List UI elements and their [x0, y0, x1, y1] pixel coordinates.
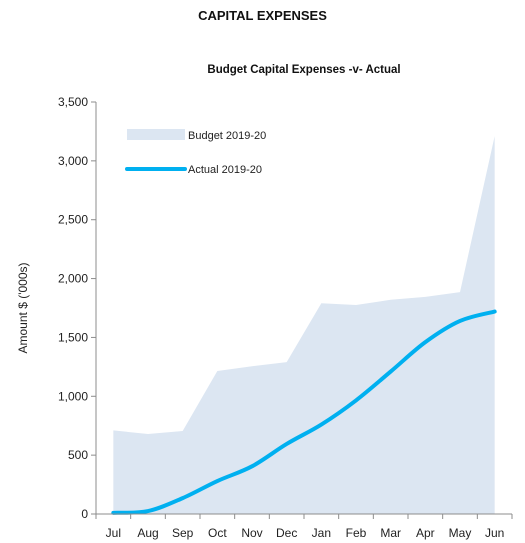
y-tick-label: 0 — [81, 507, 88, 521]
x-tick-label: Mar — [380, 526, 401, 540]
actual-line — [111, 309, 497, 515]
page-heading: CAPITAL EXPENSES — [198, 8, 327, 23]
axes: 0 500 1,000 1,500 2,000 2,500 3,000 3,500 Jul Aug… — [58, 95, 513, 540]
budget-area — [113, 136, 495, 514]
chart-title: Budget Capital Expenses -v- Actual — [207, 64, 400, 76]
x-tick-label: Apr — [416, 526, 435, 540]
y-tick-label: 3,500 — [58, 95, 88, 109]
x-tick-label: Oct — [208, 526, 227, 540]
legend-swatch-budget — [127, 129, 185, 140]
plot-area — [111, 136, 497, 515]
x-tick-label: May — [449, 526, 472, 540]
y-tick-label: 500 — [68, 448, 88, 462]
x-tick-label: Jul — [106, 526, 121, 540]
y-tick-label: 1,000 — [58, 389, 88, 403]
legend: Budget 2019-20 Actual 2019-20 — [125, 129, 266, 176]
y-tick-label: 2,500 — [58, 213, 88, 227]
x-tick-label: Jan — [312, 526, 331, 540]
y-tick-label: 2,000 — [58, 272, 88, 286]
x-tick-label: Feb — [346, 526, 367, 540]
y-tick-label: 1,500 — [58, 330, 88, 344]
legend-label-budget: Budget 2019-20 — [188, 130, 266, 142]
legend-label-actual: Actual 2019-20 — [188, 164, 262, 176]
y-tick-label: 3,000 — [58, 154, 88, 168]
x-tick-label: Jun — [485, 526, 504, 540]
x-tick-label: Aug — [137, 526, 158, 540]
x-tick-label: Nov — [241, 526, 262, 540]
y-axis-title: Amount $ ('000s) — [16, 262, 30, 353]
x-tick-label: Sep — [172, 526, 194, 540]
x-tick-label: Dec — [276, 526, 297, 540]
